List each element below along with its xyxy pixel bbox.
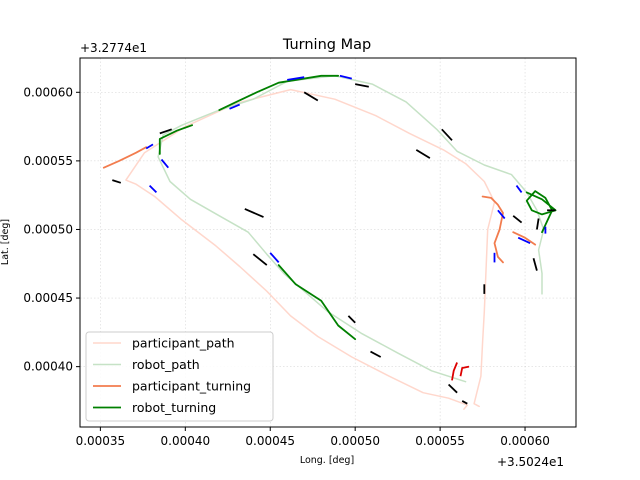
- red-turn-mark: [451, 362, 458, 381]
- black-turn-mark: [512, 215, 523, 224]
- black-turn-mark: [347, 315, 356, 324]
- x-axis-label: Long. [deg]: [300, 455, 354, 466]
- plot-frame: [79, 57, 577, 428]
- black-turn-mark: [355, 83, 369, 88]
- y-tick-label: 0.00045: [23, 291, 73, 305]
- blue-turn-mark: [515, 185, 523, 193]
- legend: participant_path robot_path participant_tu…: [85, 331, 274, 422]
- x-tick-label: 0.00045: [245, 434, 295, 448]
- blue-turn-mark: [497, 209, 506, 220]
- legend-items: participant_path robot_path participant_tu…: [93, 336, 251, 415]
- axis-ticks: 0.00035 0.00040 0.00045 0.00050 0.00055 0.000…: [23, 85, 549, 448]
- black-turn-mark: [532, 258, 538, 271]
- legend-label: robot_path: [132, 357, 200, 372]
- black-turn-mark: [461, 400, 468, 405]
- blue-turn-mark: [148, 184, 158, 194]
- y-tick-label: 0.00050: [23, 222, 73, 236]
- x-tick-label: 0.00040: [161, 434, 211, 448]
- participant-turning-line: [102, 146, 148, 169]
- black-turn-mark: [252, 253, 268, 266]
- legend-label: robot_turning: [132, 400, 216, 415]
- participant-turning-line: [512, 231, 537, 246]
- legend-label: participant_turning: [132, 379, 251, 394]
- red-turn-mark: [459, 365, 470, 377]
- robot-turning-line: [277, 264, 357, 341]
- y-tick-label: 0.00040: [23, 360, 73, 374]
- grid-lines: [80, 58, 576, 427]
- x-tick-label: 0.00050: [330, 434, 380, 448]
- black-turn-mark: [441, 128, 453, 141]
- y-offset-label: +3.2774e1: [80, 41, 147, 55]
- plot-area: [102, 74, 557, 410]
- black-turn-mark: [159, 128, 172, 135]
- legend-label: participant_path: [132, 336, 235, 351]
- y-tick-label: 0.00055: [23, 154, 73, 168]
- blue-turn-mark: [339, 74, 353, 80]
- robot-turning-line: [158, 124, 194, 155]
- y-tick-label: 0.00060: [23, 85, 73, 99]
- participant-turning-line: [481, 195, 504, 264]
- blue-turn-mark: [145, 143, 154, 150]
- black-turn-mark: [303, 91, 319, 102]
- x-tick-label: 0.00060: [500, 434, 550, 448]
- black-turn-mark: [370, 350, 382, 358]
- black-turn-mark: [112, 179, 122, 184]
- blue-turn-mark: [517, 236, 531, 245]
- x-tick-label: 0.00035: [76, 434, 126, 448]
- robot-turning-line: [525, 190, 557, 234]
- chart-title: Turning Map: [282, 37, 371, 53]
- participant-path-line: [125, 88, 496, 410]
- blue-turn-mark: [229, 103, 241, 110]
- black-turn-mark: [536, 218, 540, 230]
- black-turn-mark: [244, 208, 264, 218]
- y-axis-label: Lat. [deg]: [0, 219, 11, 265]
- x-offset-label: +3.5024e1: [497, 455, 564, 469]
- blue-turn-mark: [269, 252, 280, 263]
- black-turn-mark: [447, 383, 458, 394]
- black-turn-mark: [415, 149, 431, 159]
- blue-turn-mark: [287, 76, 305, 81]
- x-tick-label: 0.00055: [415, 434, 465, 448]
- robot-turning-line: [218, 74, 340, 111]
- legend-box: [85, 331, 274, 422]
- blue-turn-mark: [160, 158, 169, 169]
